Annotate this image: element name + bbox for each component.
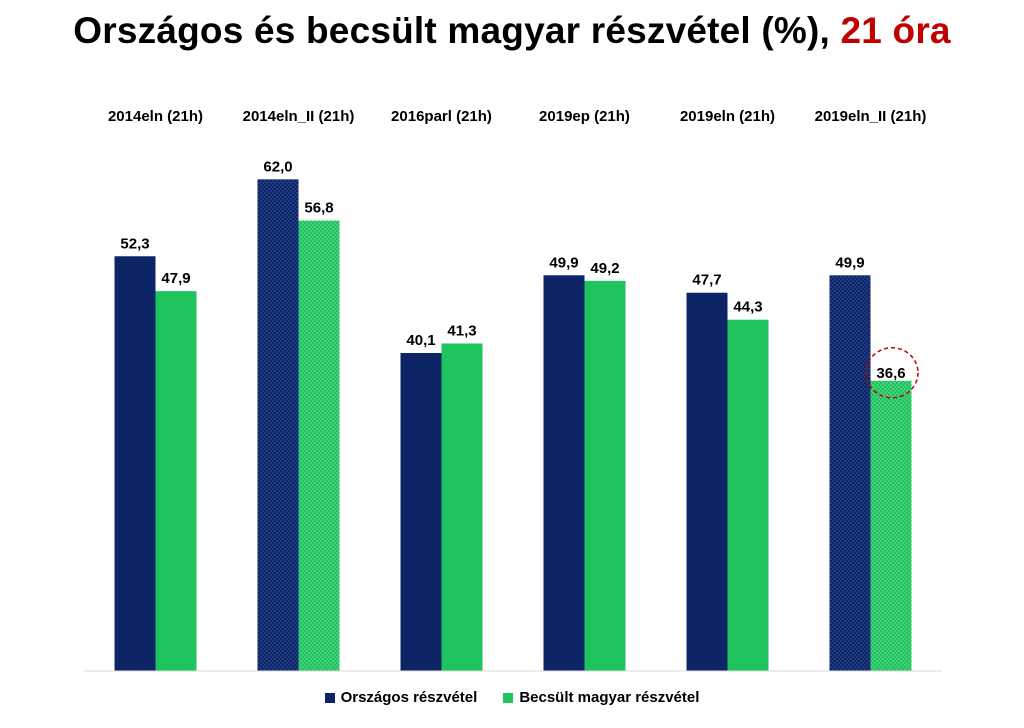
category-label: 2014eln_II (21h) — [243, 108, 355, 125]
chart-title: Országos és becsült magyar részvétel (%)… — [0, 10, 1024, 52]
data-label: 47,9 — [161, 270, 190, 287]
bar-national — [543, 275, 585, 671]
bar-estimated — [441, 343, 483, 671]
data-label: 49,2 — [590, 260, 619, 277]
legend-label-national: Országos részvétel — [340, 689, 478, 706]
category-label: 2019eln (21h) — [680, 108, 775, 125]
category-label: 2016parl (21h) — [391, 108, 492, 125]
legend-swatch-national — [324, 692, 335, 703]
bar-estimated — [298, 220, 340, 672]
bar-national — [829, 275, 871, 671]
data-label: 44,3 — [733, 299, 762, 316]
data-label: 47,7 — [692, 272, 721, 289]
category-label: 2019eln_II (21h) — [815, 108, 927, 125]
bar-national — [257, 179, 299, 671]
bar-national — [686, 292, 728, 671]
bar-estimated — [870, 380, 912, 671]
category-label: 2019ep (21h) — [539, 108, 630, 125]
chart-title-main: Országos és becsült magyar részvétel (%)… — [73, 10, 831, 51]
legend-item-national: Országos részvétel — [324, 689, 478, 706]
data-label: 40,1 — [406, 332, 435, 349]
legend: Országos részvétel Becsült magyar részvé… — [0, 689, 1024, 706]
bar-national — [400, 353, 442, 671]
bar-national — [114, 256, 156, 671]
data-label: 56,8 — [304, 200, 333, 217]
data-label: 41,3 — [447, 322, 476, 339]
bar-estimated — [584, 280, 626, 671]
data-label: 49,9 — [835, 254, 864, 271]
category-label: 2014eln (21h) — [108, 108, 203, 125]
data-label: 62,0 — [263, 158, 292, 175]
data-label: 52,3 — [120, 235, 149, 252]
legend-label-estimated: Becsült magyar részvétel — [519, 689, 700, 706]
legend-item-estimated: Becsült magyar részvétel — [503, 689, 699, 706]
highlight-circle — [865, 347, 919, 399]
legend-swatch-estimated — [503, 692, 514, 703]
data-label: 36,6 — [876, 365, 905, 382]
bar-estimated — [155, 291, 197, 671]
chart-title-accent: 21 óra — [840, 10, 951, 51]
data-label: 49,9 — [549, 254, 578, 271]
bar-estimated — [727, 319, 769, 671]
